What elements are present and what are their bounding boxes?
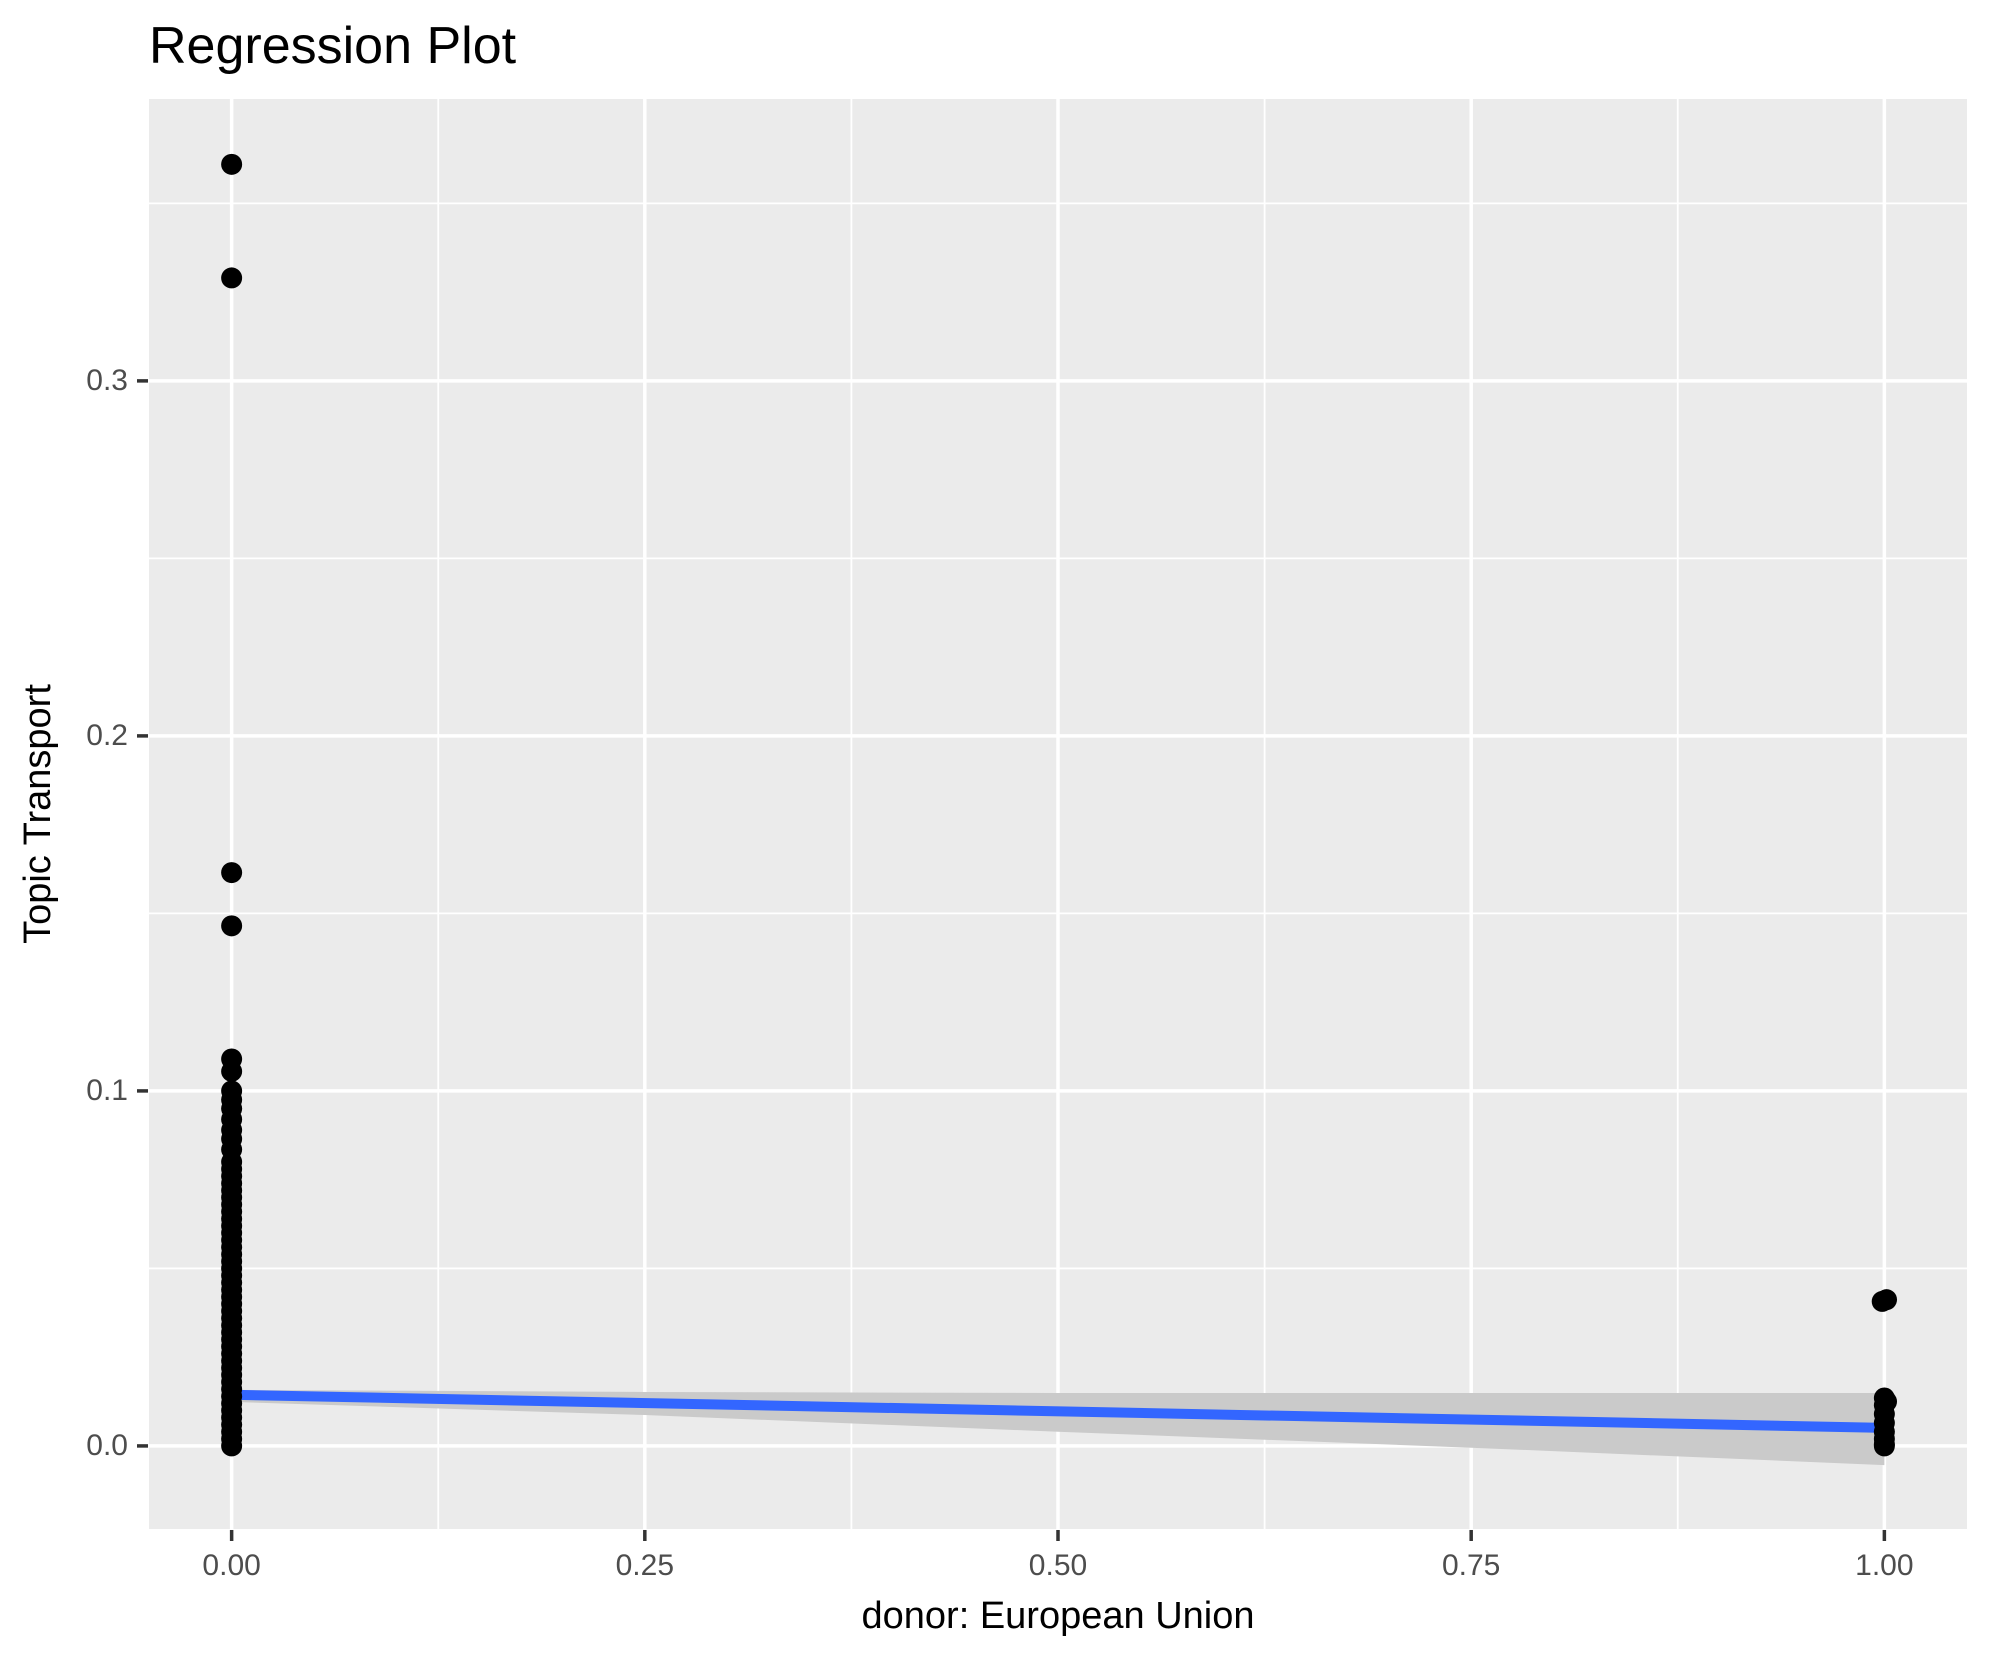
data-point	[221, 1060, 243, 1082]
x-tick-label: 0.25	[615, 1549, 675, 1582]
x-tick-marks	[229, 1530, 1887, 1541]
data-points	[221, 153, 1898, 1457]
x-axis-label: donor: European Union	[861, 1595, 1255, 1637]
data-point	[221, 153, 243, 175]
y-tick-marks	[137, 379, 148, 1448]
x-tick-label: 0.50	[1028, 1549, 1088, 1582]
data-point	[221, 915, 243, 937]
major-gridlines	[149, 99, 1967, 1529]
y-tick-label: 0.3	[86, 363, 128, 397]
data-point	[221, 1435, 243, 1457]
y-tick-label: 0.1	[86, 1073, 128, 1107]
regression-line	[231, 1389, 1885, 1433]
data-point	[1876, 1289, 1898, 1311]
x-tick-label: 0.75	[1441, 1549, 1501, 1582]
confidence-band	[231, 1389, 1885, 1466]
x-tick-label: 1.00	[1855, 1549, 1914, 1582]
y-tick-label: 0.0	[86, 1428, 128, 1462]
chart-title: Regression Plot	[149, 17, 517, 75]
data-point	[221, 862, 243, 884]
data-point	[1873, 1435, 1895, 1457]
y-tick-label: 0.2	[86, 718, 128, 752]
data-point	[221, 267, 243, 289]
x-tick-label: 0.00	[202, 1549, 261, 1582]
